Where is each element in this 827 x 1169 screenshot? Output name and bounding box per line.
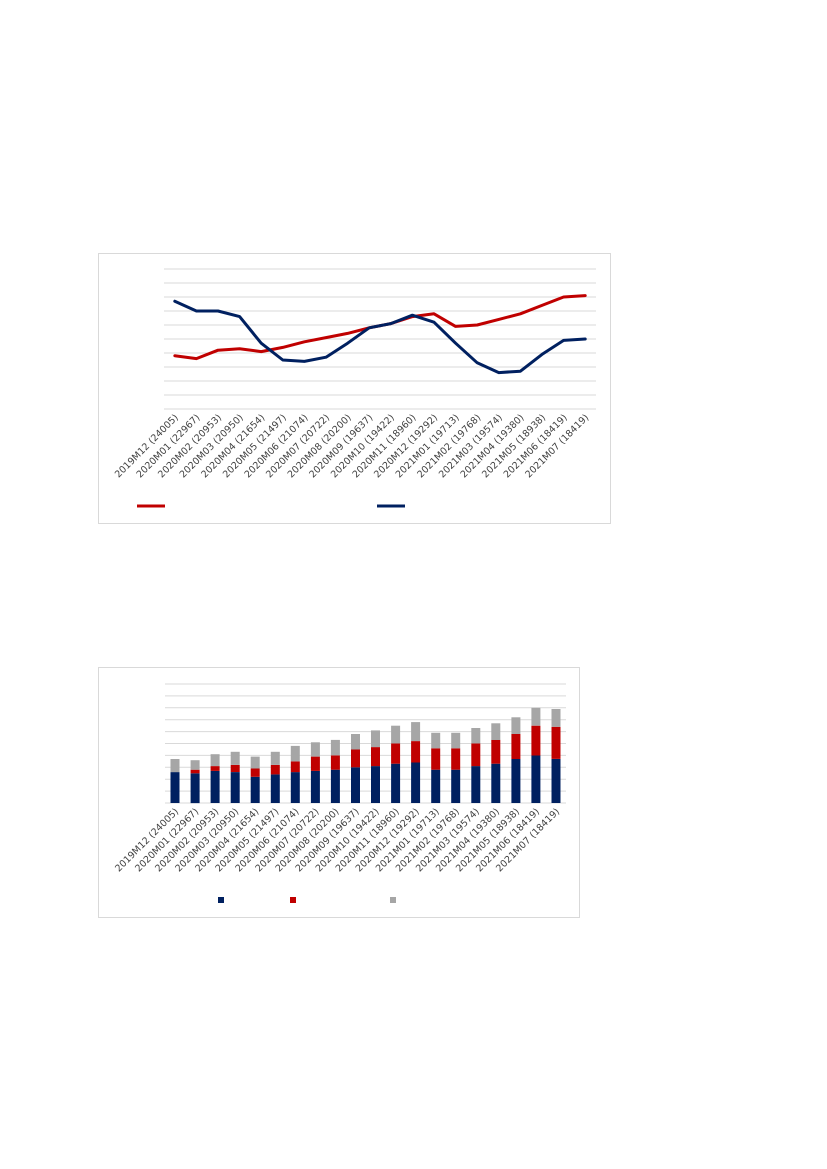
bar-segment-series-3 (451, 732, 461, 749)
bar-segment-series-3 (431, 732, 441, 749)
bar-segment-series-3 (170, 759, 180, 773)
bar-segment-series-2 (371, 747, 380, 767)
bar-segment-series-1 (391, 763, 401, 803)
bar-segment-series-1 (330, 769, 340, 803)
bar-segment-series-1 (290, 772, 300, 803)
x-axis-labels: 2019M12 (24005)2020M01 (22967)2020M02 (2… (113, 412, 591, 480)
bar-segment-series-3 (371, 730, 380, 748)
bar-segment-series-2 (551, 726, 561, 759)
bar-segment-series-3 (511, 717, 521, 734)
bar-segment-series-1 (431, 769, 441, 803)
bar-segment-series-3 (491, 723, 501, 740)
bar-segment-series-1 (491, 763, 501, 803)
bar-segment-series-2 (290, 761, 300, 773)
bar-segment-series-3 (310, 742, 320, 757)
bar-segment-series-2 (471, 743, 481, 767)
bar-segment-series-2 (531, 725, 541, 756)
bar-segment-series-3 (270, 751, 280, 765)
bar-segment-series-1 (270, 774, 280, 803)
bar-segment-series-2 (270, 764, 280, 775)
line-chart-panel: 2019M12 (24005) 2020M01 (22967) 2020M02 (2… (98, 253, 611, 524)
bar-segment-series-3 (471, 728, 481, 744)
bar-segment-series-3 (250, 756, 260, 769)
bar-segment-series-2 (491, 739, 501, 764)
bars (170, 707, 561, 804)
bar-segment-series-1 (210, 770, 220, 803)
bar-segment-series-2 (310, 756, 320, 771)
bar-segment-series-3 (330, 739, 340, 756)
bar-segment-series-1 (551, 759, 561, 803)
bar-segment-series-1 (511, 759, 521, 803)
bar-segment-series-3 (351, 734, 360, 750)
legend-swatch-3 (390, 897, 396, 903)
series-line-2 (173, 299, 587, 375)
stacked-bar-chart-panel: 2019M12 (24005) 2020M01 (22967) 2020M02 (2… (98, 667, 580, 918)
bar-segment-series-1 (230, 772, 240, 803)
bar-segment-series-1 (531, 755, 541, 803)
bar-segment-series-3 (551, 709, 561, 727)
legend-swatch-1 (218, 897, 224, 903)
bar-segment-series-3 (210, 754, 220, 767)
bar-segment-series-2 (431, 748, 441, 770)
gridlines (165, 683, 566, 804)
bar-segment-series-1 (250, 776, 260, 803)
bar-segment-series-2 (210, 766, 220, 771)
bar-segment-series-3 (391, 725, 401, 744)
x-axis-labels: 2019M12 (24005)2020M01 (22967)2020M02 (2… (113, 806, 562, 874)
bar-segment-series-2 (351, 749, 360, 768)
bar-segment-series-1 (351, 767, 360, 803)
bar-segment-series-2 (230, 764, 240, 772)
bar-segment-series-3 (290, 745, 300, 762)
legend (218, 897, 396, 903)
bar-segment-series-2 (391, 743, 401, 764)
bar-segment-series-1 (451, 769, 461, 803)
bar-segment-series-1 (411, 762, 421, 803)
legend-swatch-2 (290, 897, 296, 903)
bar-segment-series-2 (511, 734, 521, 759)
bar-segment-series-1 (371, 766, 380, 803)
bar-segment-series-2 (250, 768, 260, 777)
bar-segment-series-1 (310, 770, 320, 803)
bar-segment-series-2 (411, 741, 421, 763)
stacked-bar-chart: 2019M12 (24005)2020M01 (22967)2020M02 (2… (113, 683, 566, 903)
bar-segment-series-1 (471, 766, 481, 803)
line-chart: 2019M12 (24005)2020M01 (22967)2020M02 (2… (113, 268, 596, 508)
bar-segment-series-1 (190, 773, 200, 804)
bar-segment-series-2 (451, 748, 461, 770)
bar-segment-series-3 (230, 751, 240, 765)
gridlines (164, 268, 596, 410)
bar-segment-series-1 (170, 772, 180, 803)
bar-segment-series-2 (190, 769, 200, 774)
bar-segment-series-3 (411, 722, 421, 742)
bar-segment-series-3 (531, 707, 541, 726)
bar-segment-series-3 (190, 760, 200, 770)
bar-segment-series-2 (330, 755, 340, 770)
